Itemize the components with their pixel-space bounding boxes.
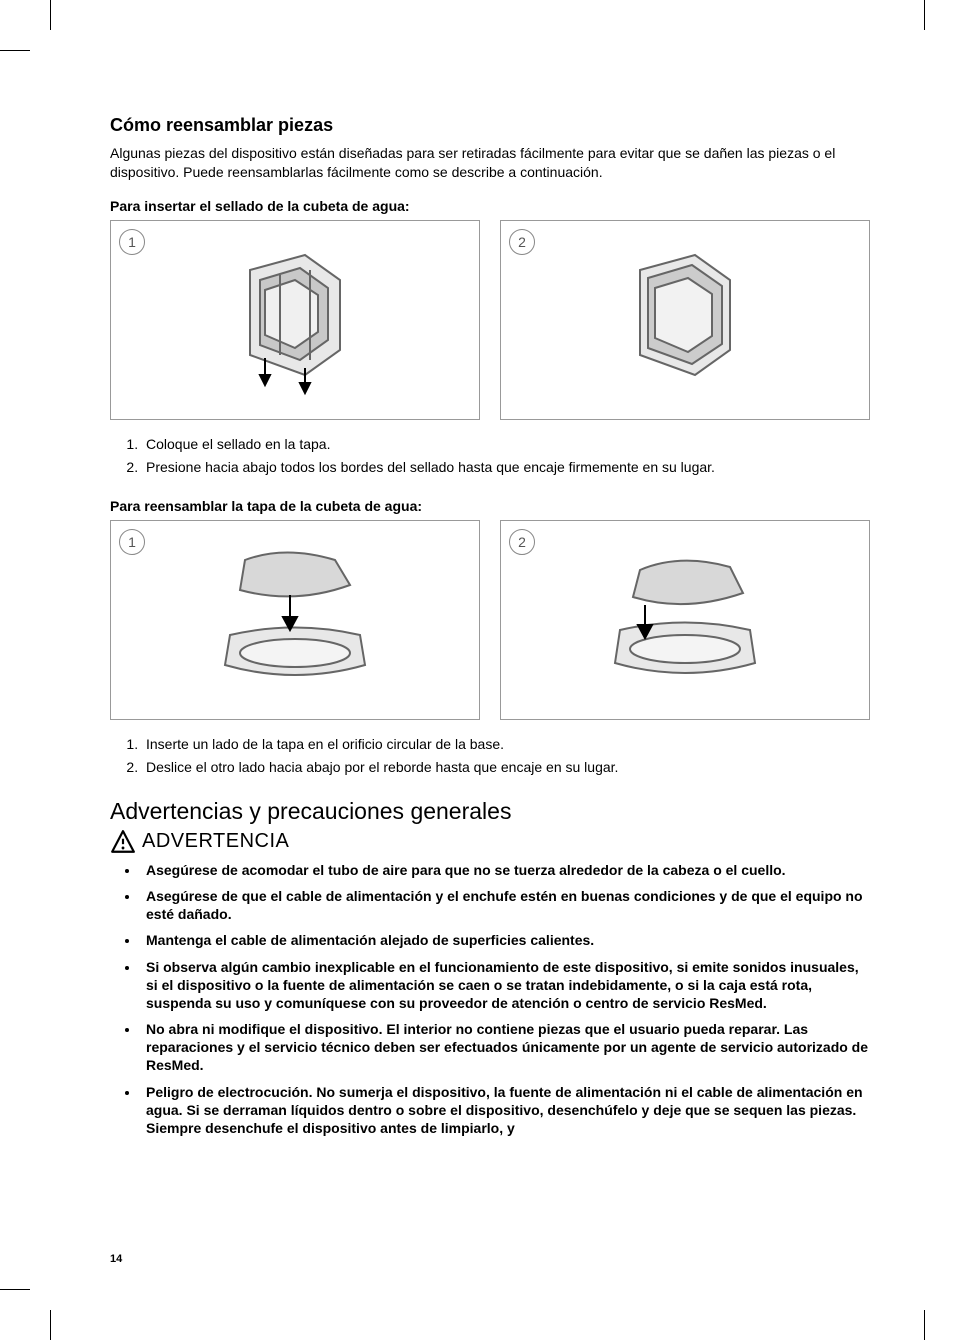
warnings-list: Asegúrese de acomodar el tubo de aire pa… [140,861,870,1137]
crop-mark [0,1289,30,1290]
crop-mark [924,1310,925,1340]
seal-figure-1: 1 [110,220,480,420]
crop-mark [50,1310,51,1340]
lid-illustration-1 [195,535,395,705]
seal-figure-row: 1 2 [110,220,870,420]
lid-steps-list: Inserte un lado de la tapa en el orifici… [142,734,870,778]
crop-mark [0,50,30,51]
warnings-heading: Advertencias y precauciones generales [110,798,870,825]
seal-illustration-2 [600,240,770,400]
reassemble-heading: Cómo reensamblar piezas [110,115,870,136]
warning-triangle-icon [110,829,136,855]
list-item: No abra ni modifique el dispositivo. El … [140,1020,870,1075]
seal-illustration-1 [210,240,380,400]
warning-label: ADVERTENCIA [142,830,289,853]
list-item: Asegúrese de acomodar el tubo de aire pa… [140,861,870,879]
list-item: Si observa algún cambio inexplicable en … [140,958,870,1013]
reassemble-intro: Algunas piezas del dispositivo están dis… [110,144,870,182]
figure-badge: 1 [119,529,145,555]
list-item: Peligro de electrocución. No sumerja el … [140,1083,870,1138]
page-number: 14 [110,1253,122,1265]
crop-mark [924,0,925,30]
list-item: Deslice el otro lado hacia abajo por el … [142,757,870,778]
figure-badge: 2 [509,529,535,555]
figure-badge: 1 [119,229,145,255]
seal-steps-list: Coloque el sellado en la tapa. Presione … [142,434,870,478]
crop-mark [50,0,51,30]
seal-figure-2: 2 [500,220,870,420]
lid-figure-1: 1 [110,520,480,720]
list-item: Presione hacia abajo todos los bordes de… [142,457,870,478]
lid-illustration-2 [585,535,785,705]
lid-figure-row: 1 2 [110,520,870,720]
warning-header: ADVERTENCIA [110,829,870,855]
list-item: Coloque el sellado en la tapa. [142,434,870,455]
page-content: Cómo reensamblar piezas Algunas piezas d… [110,115,870,1145]
list-item: Inserte un lado de la tapa en el orifici… [142,734,870,755]
seal-subsection-title: Para insertar el sellado de la cubeta de… [110,198,870,214]
lid-subsection-title: Para reensamblar la tapa de la cubeta de… [110,498,870,514]
list-item: Asegúrese de que el cable de alimentació… [140,887,870,923]
figure-badge: 2 [509,229,535,255]
lid-figure-2: 2 [500,520,870,720]
list-item: Mantenga el cable de alimentación alejad… [140,931,870,949]
